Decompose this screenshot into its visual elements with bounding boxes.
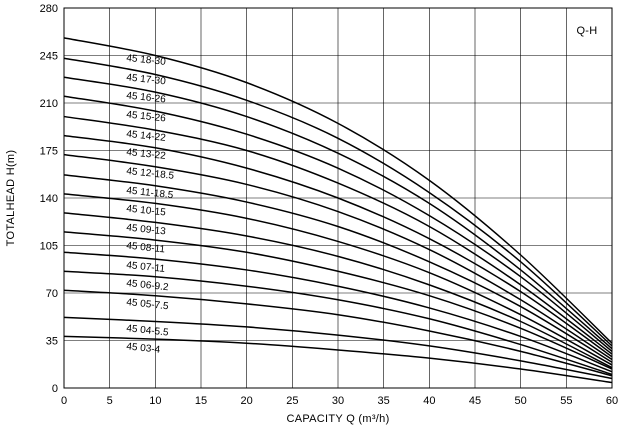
x-tick-label: 60 xyxy=(606,395,618,407)
x-tick-labels: 0 5 10 15 20 25 30 35 40 45 50 55 60 xyxy=(61,395,618,407)
x-tick-label: 55 xyxy=(560,395,572,407)
y-tick-label: 210 xyxy=(40,98,58,110)
x-tick-label: 20 xyxy=(241,395,253,407)
series-line xyxy=(63,316,613,380)
series-line xyxy=(63,193,613,366)
series-label: 45 11-18.5 xyxy=(126,185,174,201)
y-tick-label: 0 xyxy=(52,383,58,395)
y-tick-label: 140 xyxy=(40,193,58,205)
plot-frame xyxy=(63,7,613,389)
series-label: 45 12-18.5 xyxy=(126,166,175,182)
series-line xyxy=(63,212,613,369)
y-tick-labels: 0 35 70 105 140 175 210 245 280 xyxy=(40,3,58,395)
series-label: 45 18-30 xyxy=(126,53,167,68)
y-tick-label: 175 xyxy=(40,146,58,158)
series-line xyxy=(63,231,613,370)
series-label: 45 13-22 xyxy=(126,147,167,162)
series-label: 45 07-11 xyxy=(126,260,166,275)
y-tick-label: 70 xyxy=(46,288,58,300)
series-label: 45 14-22 xyxy=(126,129,167,144)
series-line xyxy=(63,174,613,363)
x-tick-label: 10 xyxy=(149,395,161,407)
series-line xyxy=(63,270,613,376)
y-tick-label: 280 xyxy=(40,3,58,15)
x-tick-label: 45 xyxy=(469,395,481,407)
series-line xyxy=(63,57,613,347)
y-tick-label: 105 xyxy=(40,241,58,253)
x-tick-label: 40 xyxy=(423,395,435,407)
series-line xyxy=(63,37,613,344)
x-axis-label: CAPACITY Q (m³/h) xyxy=(286,413,389,425)
chart-title: Q-H xyxy=(576,25,597,37)
x-tick-label: 30 xyxy=(332,395,344,407)
x-tick-label: 15 xyxy=(195,395,207,407)
series-line xyxy=(63,115,613,355)
y-axis-label: TOTALHEAD H(m) xyxy=(5,150,17,247)
x-tick-label: 25 xyxy=(286,395,298,407)
series-line xyxy=(63,289,613,377)
curve-labels: 45 18-30 45 17-30 45 16-26 45 15-26 45 14-22… xyxy=(126,53,175,356)
x-tick-label: 0 xyxy=(61,395,67,407)
y-tick-label: 35 xyxy=(46,336,58,348)
x-tick-label: 5 xyxy=(107,395,113,407)
series-label: 45 04-5.5 xyxy=(126,323,170,338)
y-tick-label: 245 xyxy=(40,51,58,63)
series-label: 45 08-11 xyxy=(126,241,166,256)
x-tick-label: 35 xyxy=(378,395,390,407)
series-label: 45 17-30 xyxy=(126,72,167,87)
series-label: 45 06-9.2 xyxy=(126,278,170,293)
curves xyxy=(63,37,613,384)
series-line xyxy=(63,95,613,352)
series-line xyxy=(63,134,613,358)
series-line xyxy=(63,76,613,350)
series-label: 45 15-26 xyxy=(126,109,167,124)
series-label: 45 16-26 xyxy=(126,90,167,105)
series-label: 45 09-13 xyxy=(126,222,167,237)
series-line xyxy=(63,153,613,361)
series-line xyxy=(63,251,613,373)
series-label: 45 03-4 xyxy=(126,341,161,356)
series-line xyxy=(63,335,613,384)
series-label: 45 05-7.5 xyxy=(126,297,170,312)
x-tick-label: 50 xyxy=(515,395,527,407)
series-label: 45 10-15 xyxy=(126,203,167,218)
